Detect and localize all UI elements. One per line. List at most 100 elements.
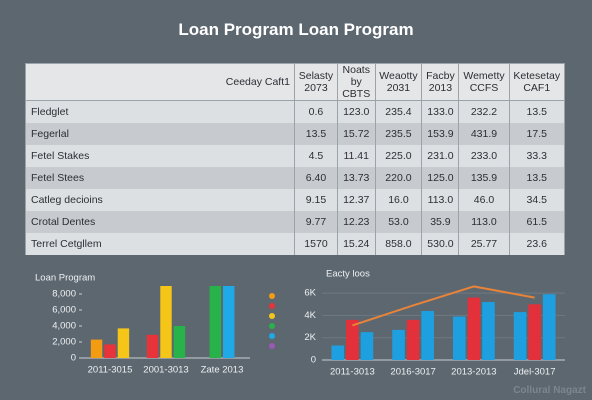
y-tick-label: 8,000 xyxy=(52,289,76,300)
decor-dot xyxy=(269,303,275,309)
table-cell: 13.5 xyxy=(294,123,338,145)
x-tick-label: 2001-3013 xyxy=(143,365,188,376)
column-header: Noats by CBTS xyxy=(336,63,376,101)
chart-title: Loan Program xyxy=(35,273,95,284)
table-cell: 12.23 xyxy=(336,211,376,233)
table-cell: 9.77 xyxy=(294,211,338,233)
table-cell: 46.0 xyxy=(458,189,510,211)
row-label: Fetel Stees xyxy=(25,167,295,189)
table-cell: 15.24 xyxy=(336,233,376,255)
x-tick-label: 2013-2013 xyxy=(451,367,496,378)
x-tick-label: 2011-3013 xyxy=(330,367,375,378)
y-tick-label: 2,000 xyxy=(52,337,76,348)
bar xyxy=(173,326,186,358)
table-row: Crotal Dentes 9.77 12.23 53.0 35.9 113.0 61.5 xyxy=(25,211,566,233)
decor-dot xyxy=(269,333,275,339)
column-header: Ceeday Caft1 xyxy=(25,63,295,101)
chart-title: Eacty loos xyxy=(326,269,370,280)
column-header: Facby 2013 xyxy=(421,63,460,101)
bar xyxy=(406,319,420,360)
row-label: Terrel Cetgllem xyxy=(25,233,295,255)
bar xyxy=(146,334,159,358)
x-tick-label: 2016-3017 xyxy=(390,367,435,378)
table-cell: 17.5 xyxy=(508,123,566,145)
table-cell: 235.4 xyxy=(374,100,423,123)
table-cell: 13.73 xyxy=(336,167,376,189)
y-tick-label: 0 xyxy=(311,355,316,366)
watermark: Collural Nagazt xyxy=(513,385,586,396)
line-series xyxy=(352,285,535,327)
table-cell: 35.9 xyxy=(421,211,460,233)
table-cell: 34.5 xyxy=(508,189,566,211)
bar xyxy=(223,286,235,358)
table-row: Fetel Stees 6.40 13.73 220.0 125.0 135.9 13.5 xyxy=(25,167,566,189)
row-label: Crotal Dentes xyxy=(25,211,295,233)
decor-dot xyxy=(269,313,275,319)
bar xyxy=(467,297,481,360)
y-tick-label: 6,000 xyxy=(52,305,76,316)
y-tick-label: 4K xyxy=(304,310,316,321)
table-cell: 113.0 xyxy=(421,189,460,211)
decor-dot xyxy=(269,293,275,299)
table-cell: 231.0 xyxy=(421,145,460,167)
table-cell: 16.0 xyxy=(374,189,423,211)
table-cell: 113.0 xyxy=(458,211,510,233)
table-cell: 15.72 xyxy=(336,123,376,145)
table-cell: 33.3 xyxy=(508,145,566,167)
x-tick-label: Zate 2013 xyxy=(201,365,244,376)
table-cell: 53.0 xyxy=(374,211,423,233)
table-cell: 235.5 xyxy=(374,123,423,145)
bar xyxy=(209,286,221,358)
bar xyxy=(392,329,405,360)
table-cell: 13.5 xyxy=(508,100,566,123)
x-tick-label: 2011-3015 xyxy=(88,365,133,376)
table-cell: 25.77 xyxy=(458,233,510,255)
decor-dot xyxy=(269,323,275,329)
row-label: Fetel Stakes xyxy=(25,145,295,167)
table-cell: 0.6 xyxy=(294,100,338,123)
loan-table: Ceeday Caft1 Selasty 2073 Noats by CBTS Wea… xyxy=(25,63,566,255)
table-cell: 153.9 xyxy=(421,123,460,145)
table-cell: 1570 xyxy=(294,233,338,255)
row-label: Fledglet xyxy=(25,100,295,123)
table-cell: 9.15 xyxy=(294,189,338,211)
table-row: Fegerlal 13.5 15.72 235.5 153.9 431.9 17.5 xyxy=(25,123,566,145)
table-cell: 135.9 xyxy=(458,167,510,189)
table-cell: 11.41 xyxy=(336,145,376,167)
table-cell: 125.0 xyxy=(421,167,460,189)
table-row: Fetel Stakes 4.5 11.41 225.0 231.0 233.0 33.3 xyxy=(25,145,566,167)
table-cell: 858.0 xyxy=(374,233,423,255)
y-tick-label: 6K xyxy=(304,288,316,299)
bar xyxy=(346,319,359,360)
table-cell: 530.0 xyxy=(421,233,460,255)
y-tick-label: 2K xyxy=(304,332,316,343)
table-cell: 233.0 xyxy=(458,145,510,167)
row-label: Fegerlal xyxy=(25,123,295,145)
bar xyxy=(160,286,172,358)
page-title: Loan Program Loan Program xyxy=(178,20,414,39)
table-row: Catleg decioins 9.15 12.37 16.0 113.0 46.0 34.… xyxy=(25,189,566,211)
table-cell: 4.5 xyxy=(294,145,338,167)
decor-dot xyxy=(269,343,275,349)
table-row: Terrel Cetgllem 1570 15.24 858.0 530.0 25.77 2… xyxy=(25,233,566,255)
column-header: Ketesetay CAF1 xyxy=(508,63,566,101)
table-cell: 61.5 xyxy=(508,211,566,233)
table-cell: 232.2 xyxy=(458,100,510,123)
header-row: Ceeday Caft1 Selasty 2073 Noats by CBTS Wea… xyxy=(25,63,566,101)
bar xyxy=(542,294,556,360)
table-cell: 133.0 xyxy=(421,100,460,123)
table-cell: 13.5 xyxy=(508,167,566,189)
bar xyxy=(482,302,495,360)
bar xyxy=(104,344,116,358)
y-tick-label: 0 xyxy=(71,353,76,364)
bar xyxy=(90,339,103,358)
bar xyxy=(331,345,345,360)
bar xyxy=(453,316,466,360)
column-header: Selasty 2073 xyxy=(294,63,338,101)
column-header: Wemetty CCFS xyxy=(458,63,510,101)
table-cell: 123.0 xyxy=(336,100,376,123)
row-label: Catleg decioins xyxy=(25,189,295,211)
y-tick-label: 4,000 xyxy=(52,321,76,332)
